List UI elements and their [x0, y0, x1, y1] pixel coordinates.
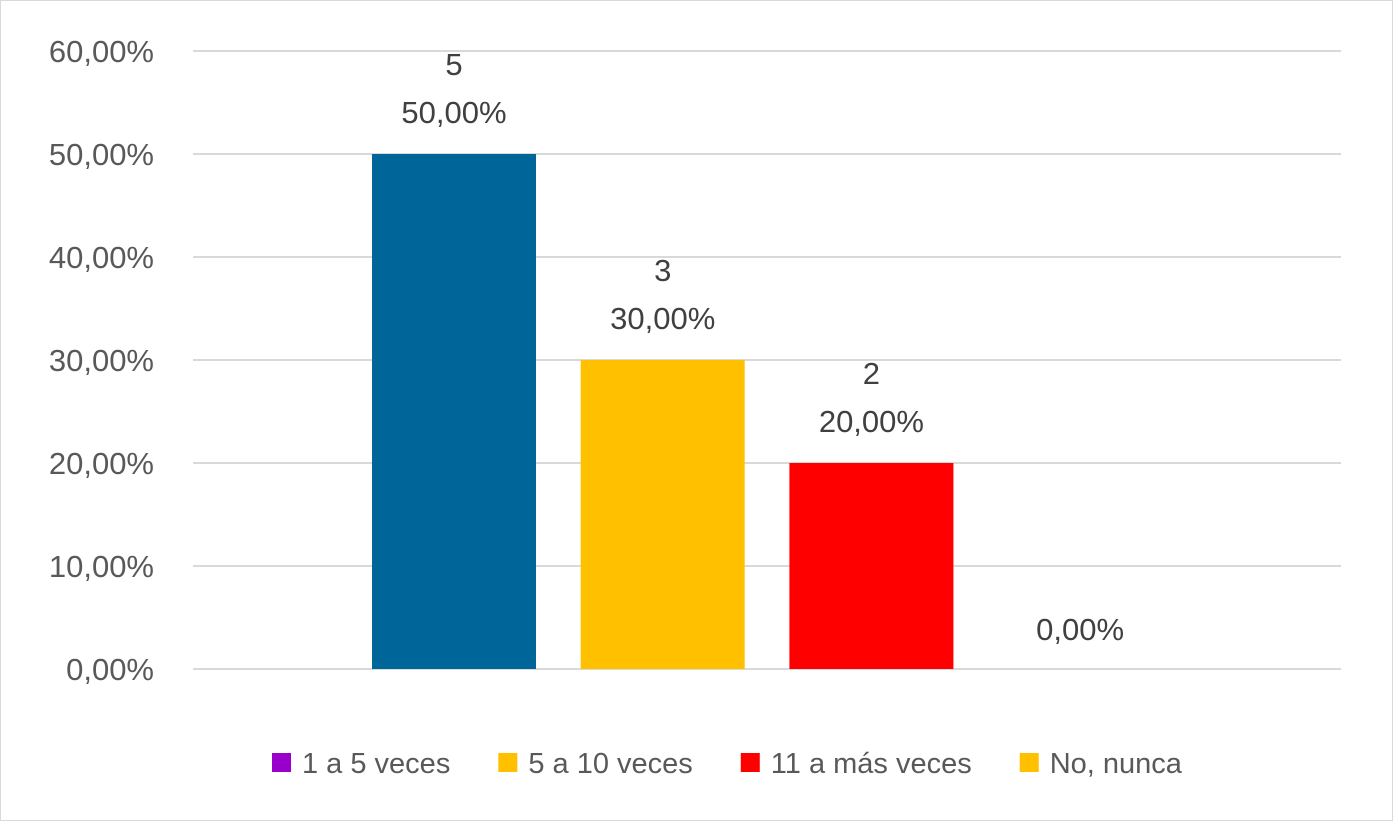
- legend-swatch: [1019, 753, 1039, 772]
- gridlines: [193, 50, 1341, 670]
- bar-3: [789, 463, 954, 669]
- legend-swatch: [272, 753, 291, 772]
- y-tick-label: 0,00%: [66, 652, 154, 687]
- y-tick-label: 40,00%: [49, 240, 154, 275]
- legend-label: 11 a más veces: [771, 748, 972, 780]
- y-tick-label: 20,00%: [49, 446, 154, 481]
- bars: [372, 154, 954, 669]
- data-label-percent: 50,00%: [401, 95, 506, 130]
- data-label-count: 5: [445, 47, 462, 82]
- legend-swatch: [498, 753, 518, 772]
- data-label-count: 2: [863, 356, 880, 391]
- data-label-percent: 30,00%: [610, 301, 715, 336]
- bar-1: [372, 154, 536, 669]
- y-axis-tick-labels: 0,00% 10,00% 20,00% 30,00% 40,00% 50,00% 60,00…: [49, 34, 154, 687]
- legend: 1 a 5 veces 5 a 10 veces 11 a más veces No,…: [272, 748, 1183, 780]
- data-label-percent: 20,00%: [819, 404, 924, 439]
- data-labels: 50,00%530,00%320,00%20,00%: [401, 47, 1124, 647]
- legend-label: No, nunca: [1050, 748, 1183, 780]
- bar-2: [580, 360, 745, 669]
- data-label-count: 3: [654, 253, 671, 288]
- legend-label: 5 a 10 veces: [528, 748, 692, 780]
- legend-label: 1 a 5 veces: [302, 748, 450, 780]
- y-tick-label: 50,00%: [49, 137, 154, 172]
- legend-swatch: [740, 753, 760, 772]
- y-tick-label: 60,00%: [49, 34, 154, 69]
- data-label-percent: 0,00%: [1036, 612, 1124, 647]
- y-tick-label: 30,00%: [49, 343, 154, 378]
- y-tick-label: 10,00%: [49, 549, 154, 584]
